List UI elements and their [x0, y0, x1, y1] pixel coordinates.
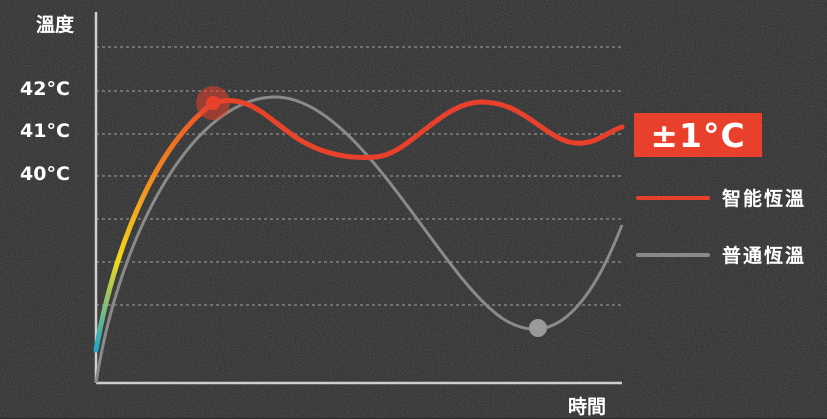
smart-peak-marker: [206, 96, 220, 110]
normal-trough-marker: [529, 319, 547, 337]
legend-smart-swatch: [636, 196, 710, 200]
legend-normal-swatch: [636, 253, 710, 257]
legend-smart-label: 智能恆溫: [722, 188, 807, 210]
precision-badge: ±1°C: [634, 113, 762, 157]
y-tick-41: 41°C: [20, 120, 70, 142]
legend-normal-label: 普通恆溫: [722, 245, 807, 267]
grid-lines: [96, 46, 622, 306]
y-axis-label: 溫度: [36, 14, 75, 36]
series-smart-line: [93, 98, 625, 353]
y-tick-40: 40°C: [20, 163, 70, 185]
x-axis-label: 時間: [568, 396, 607, 418]
y-tick-42: 42°C: [20, 78, 70, 100]
series-normal-line: [94, 95, 624, 384]
